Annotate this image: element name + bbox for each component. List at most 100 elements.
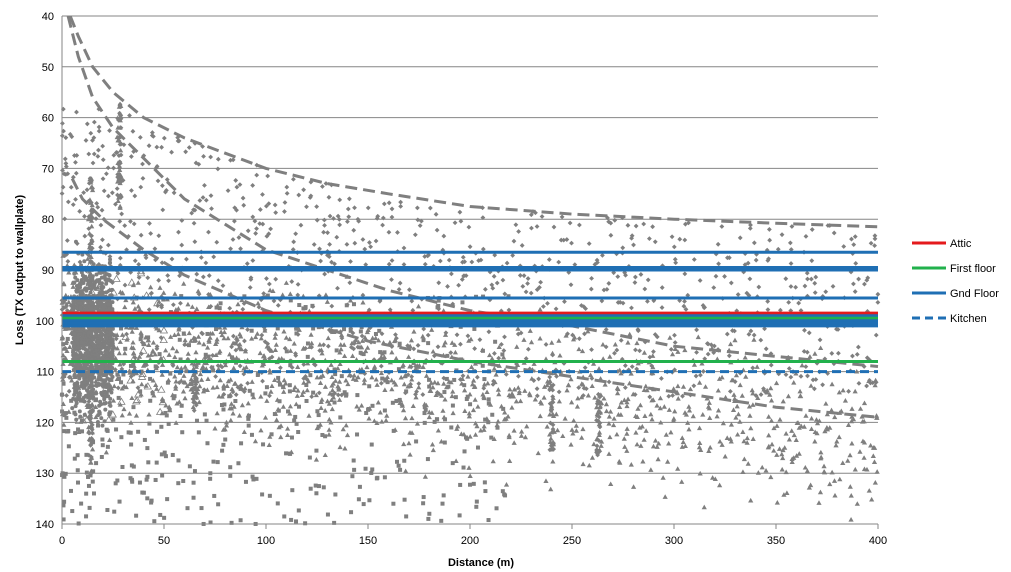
triangle-point [360,299,366,305]
triangle-point [415,303,422,309]
triangle-point [590,361,597,366]
triangle-point [568,376,574,382]
diamond-point [349,344,354,350]
diamond-point [159,144,165,150]
diamond-point [213,374,219,379]
triangle-point [481,394,487,399]
triangle-point [387,339,393,345]
open-triangle-point [126,376,135,384]
open-triangle-point [69,304,79,312]
diamond-point [113,201,118,207]
diamond-point [109,190,115,196]
diamond-point [192,207,198,213]
triangle-point [287,348,294,353]
triangle-point [836,389,842,395]
diamond-point [737,235,743,241]
triangle-point [860,438,866,444]
triangle-point [733,415,739,420]
triangle-point [845,458,851,463]
triangle-point [267,287,273,293]
circle-point [79,290,84,295]
triangle-point [573,423,579,428]
diamond-point [803,234,809,239]
triangle-point [744,435,750,441]
triangle-point [549,446,555,452]
triangle-point [786,436,792,442]
triangle-point [627,331,633,337]
triangle-point [686,426,692,432]
triangle-point [252,438,259,444]
square-point [189,382,194,387]
circle-point [75,340,80,345]
open-triangle-point [74,416,84,424]
diamond-point [670,393,676,398]
triangle-point [585,328,591,334]
triangle-point [481,427,487,432]
diamond-point [344,241,350,247]
square-point [138,337,143,342]
square-point [308,373,313,378]
diamond-point [175,135,181,141]
triangle-point [798,393,804,399]
triangle-point [614,390,621,396]
square-point [385,380,390,385]
circle-point [72,331,77,336]
triangle-point [683,412,689,417]
diamond-point [812,280,818,286]
diamond-point [95,204,101,210]
triangle-point [382,387,388,392]
square-point [236,461,241,466]
diamond-point [683,221,688,227]
square-point [334,348,339,353]
triangle-point [449,340,455,345]
triangle-point [377,356,383,361]
circle-point [110,326,115,331]
diamond-point [158,335,164,341]
triangle-point [682,347,688,353]
diamond-point [356,218,362,224]
triangle-point [511,427,517,433]
diamond-point [298,222,304,228]
square-point [140,490,145,495]
triangle-point [808,383,814,388]
square-point [464,396,469,401]
triangle-point [706,448,712,454]
square-point [142,437,147,442]
circle-point [72,343,77,348]
triangle-point [617,367,623,373]
diamond-point [336,216,342,222]
diamond-point [671,244,677,250]
triangle-point [849,414,855,419]
triangle-point [502,409,508,415]
triangle-point [560,433,566,439]
triangle-point [373,335,379,341]
diamond-point [491,273,497,279]
diamond-point [70,202,76,207]
triangle-point [857,406,864,411]
square-point [311,390,316,395]
diamond-point [88,367,94,372]
triangle-point [280,404,286,409]
diamond-point [437,258,443,264]
triangle-point [600,341,606,347]
square-point [250,392,255,397]
circle-point [110,374,115,379]
triangle-point [671,386,677,391]
triangle-point [707,444,713,450]
diamond-point [672,332,677,338]
diamond-point [851,242,857,247]
diamond-point [264,233,270,239]
triangle-point [355,374,361,380]
diamond-point [310,357,316,362]
diamond-point [337,197,343,203]
diamond-point [448,271,454,277]
square-point [282,514,287,519]
diamond-point [851,281,856,287]
square-point [91,491,96,496]
diamond-point [786,299,792,305]
diamond-point [768,362,774,368]
triangle-point [227,351,233,357]
triangle-point [278,434,284,440]
triangle-point [89,187,96,193]
